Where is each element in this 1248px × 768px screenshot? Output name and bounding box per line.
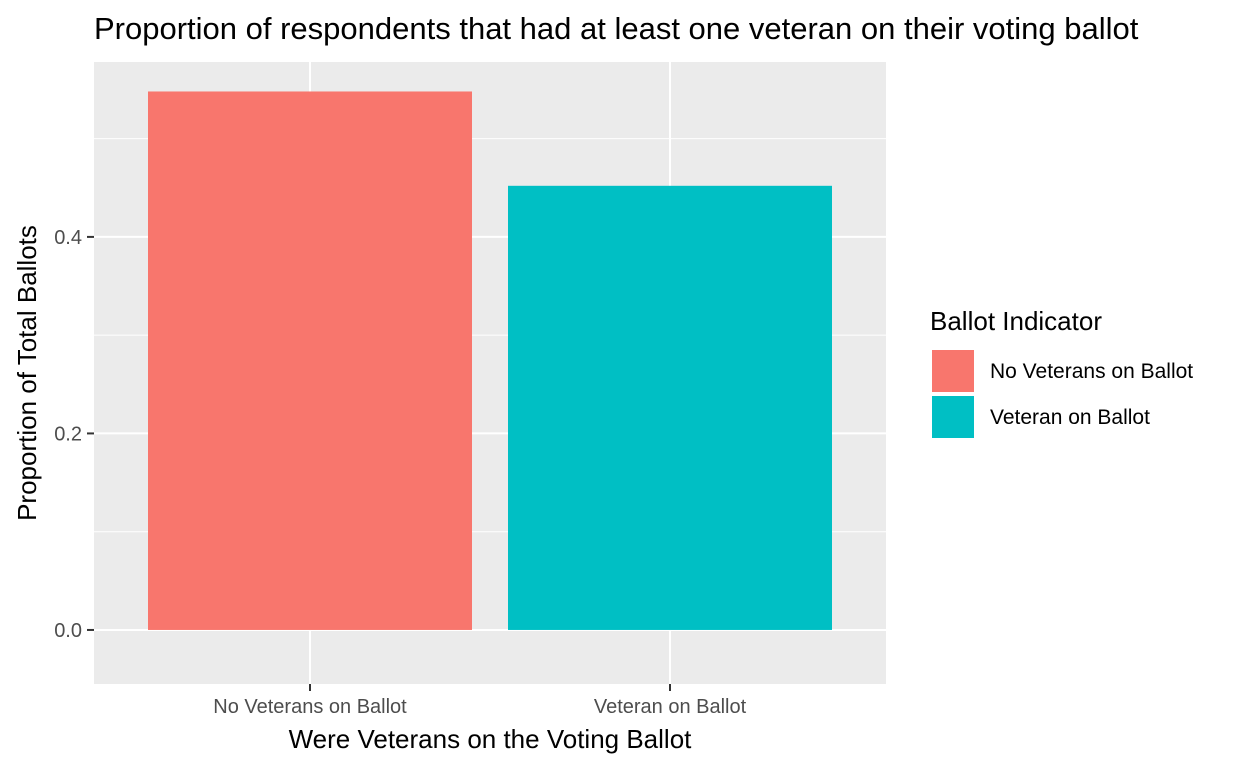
y-tick-label: 0.4 <box>54 227 82 249</box>
y-tick-label: 0.0 <box>54 620 82 642</box>
legend-label: Veteran on Ballot <box>990 406 1150 429</box>
bar <box>508 185 832 630</box>
x-tick-label: No Veterans on Ballot <box>213 696 407 718</box>
legend-label: No Veterans on Ballot <box>990 360 1193 383</box>
y-axis-title: Proportion of Total Ballots <box>12 225 42 521</box>
legend-swatch <box>932 396 974 438</box>
x-tick-label: Veteran on Ballot <box>594 696 747 718</box>
x-axis: No Veterans on Ballot Veteran on Ballot <box>213 684 747 718</box>
y-axis: 0.0 0.2 0.4 <box>54 227 94 642</box>
legend-title: Ballot Indicator <box>930 306 1102 336</box>
y-tick-label: 0.2 <box>54 423 82 445</box>
x-axis-title: Were Veterans on the Voting Ballot <box>289 724 693 754</box>
bars <box>148 91 832 630</box>
legend-items: No Veterans on Ballot Veteran on Ballot <box>930 348 1193 440</box>
chart-title: Proportion of respondents that had at le… <box>94 11 1139 46</box>
legend: Ballot Indicator No Veterans on Ballot Ve… <box>930 306 1193 440</box>
bar <box>148 91 472 630</box>
legend-swatch <box>932 350 974 392</box>
